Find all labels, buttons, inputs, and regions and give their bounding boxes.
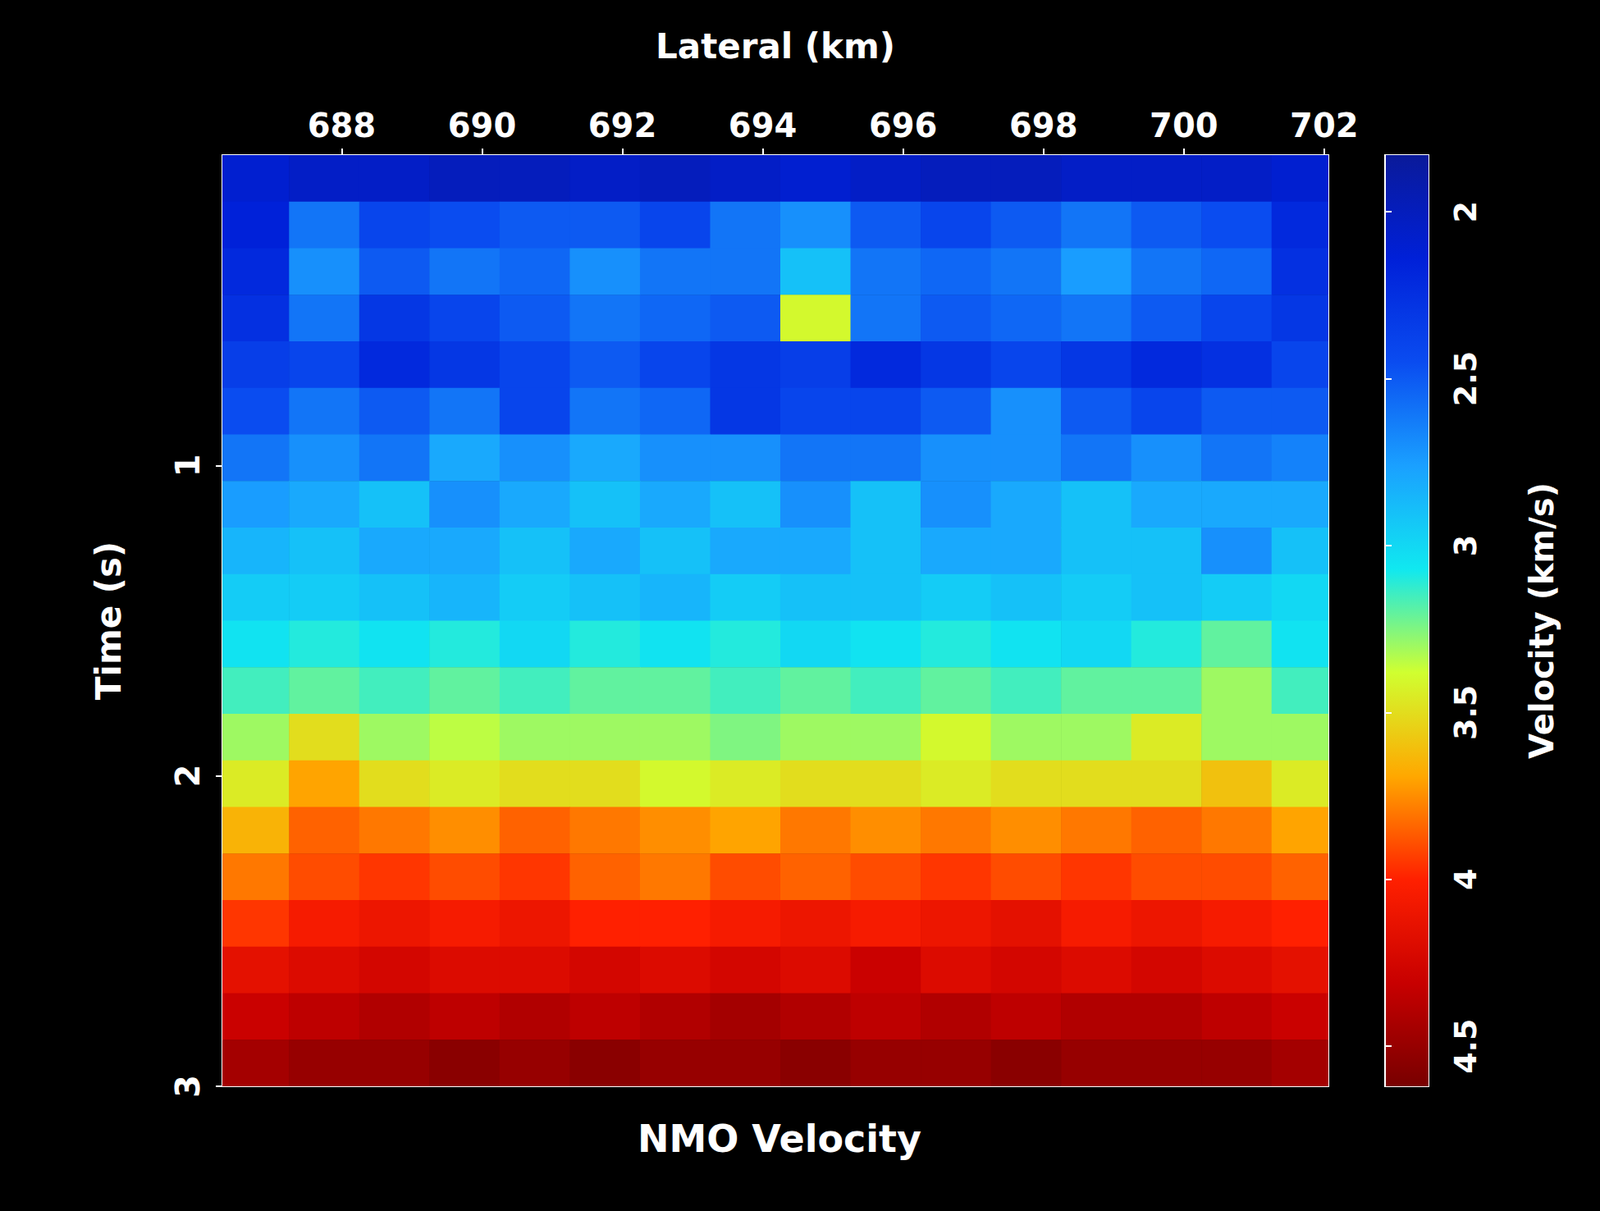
svg-text:692: 692 [588,106,658,145]
svg-text:702: 702 [1289,106,1359,145]
svg-text:696: 696 [868,106,938,145]
svg-text:2: 2 [1447,201,1484,223]
svg-text:688: 688 [307,106,377,145]
svg-text:Velocity (km/s): Velocity (km/s) [1522,482,1561,759]
svg-text:Lateral (km): Lateral (km) [655,26,896,67]
svg-text:690: 690 [448,106,517,145]
svg-text:NMO Velocity: NMO Velocity [637,1116,922,1162]
svg-text:694: 694 [728,106,798,145]
svg-text:698: 698 [1009,106,1079,145]
svg-text:1: 1 [169,453,207,477]
svg-text:Time (s): Time (s) [88,541,129,700]
svg-text:4: 4 [1447,868,1484,891]
svg-text:3: 3 [1447,534,1484,557]
svg-text:4.5: 4.5 [1447,1019,1484,1075]
svg-text:700: 700 [1149,106,1219,145]
svg-text:3: 3 [169,1074,207,1098]
svg-text:2: 2 [169,764,207,788]
svg-text:3.5: 3.5 [1447,685,1484,741]
svg-text:2.5: 2.5 [1447,351,1484,407]
